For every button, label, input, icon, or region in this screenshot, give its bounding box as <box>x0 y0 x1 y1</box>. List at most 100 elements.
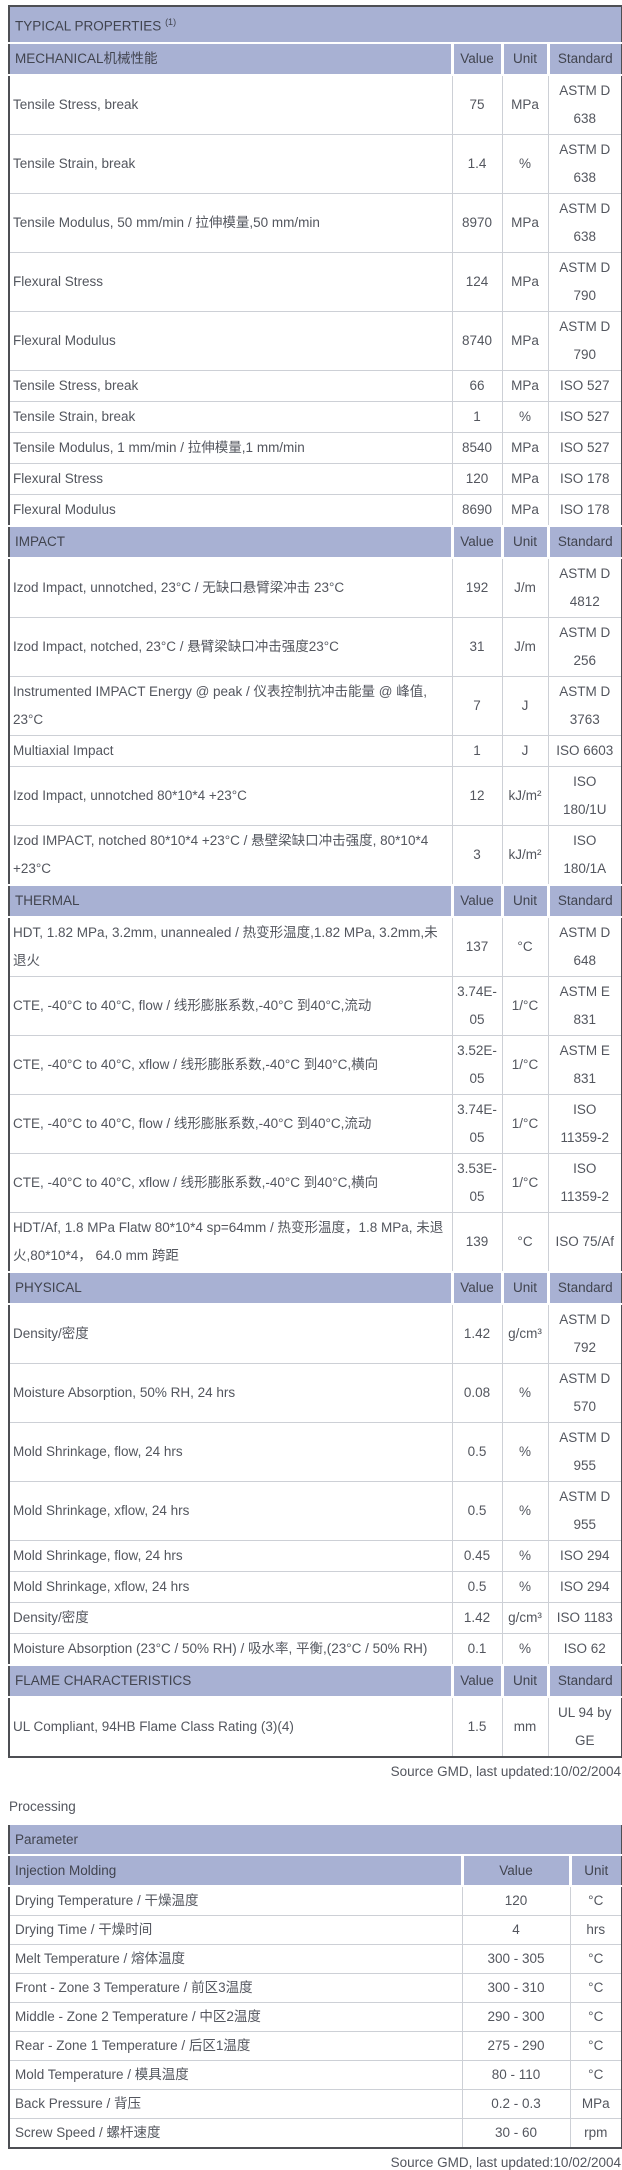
property-name: Tensile Modulus, 1 mm/min / 拉伸模量,1 mm/mi… <box>8 431 453 464</box>
property-value: 7 <box>451 675 503 736</box>
table-row: HDT, 1.82 MPa, 3.2mm, unannealed / 热变形温度… <box>8 916 622 977</box>
parameter-name: Rear - Zone 1 Temperature / 后区1温度 <box>8 2030 463 2061</box>
property-unit: MPa <box>501 462 549 495</box>
property-standard: ASTM D 648 <box>547 916 622 977</box>
property-standard: ASTM D 790 <box>547 310 622 371</box>
source-note-bottom: Source GMD, last updated:10/02/2004 <box>390 2154 621 2170</box>
property-unit: MPa <box>501 431 549 464</box>
property-name: CTE, -40°C to 40°C, flow / 线形膨胀系数,-40°C … <box>8 1093 453 1154</box>
property-unit: mm <box>501 1696 549 1757</box>
section-title-flame-characteristics: FLAME CHARACTERISTICS <box>9 1663 452 1698</box>
property-standard: ISO 527 <box>547 369 622 402</box>
typical-properties-table: TYPICAL PROPERTIES (1) MECHANICAL机械性能 Val… <box>8 5 622 1758</box>
parameter-name: Back Pressure / 背压 <box>8 2088 463 2119</box>
property-unit: J <box>501 675 549 736</box>
table-row: Middle - Zone 2 Temperature / 中区2温度 290 -… <box>8 2001 622 2032</box>
property-value: 3.53E-05 <box>451 1152 503 1213</box>
property-standard: ASTM D 256 <box>547 616 622 677</box>
property-name: UL Compliant, 94HB Flame Class Rating (3… <box>8 1696 453 1757</box>
parameter-header: Parameter <box>9 1822 622 1856</box>
parameter-value: 290 - 300 <box>461 2001 571 2032</box>
table-row: Density/密度 1.42 g/cm³ ASTM D 792 <box>8 1303 622 1364</box>
table-row: Izod Impact, unnotched 80*10*4 +23°C 12 kJ… <box>8 765 622 826</box>
property-standard: ISO 178 <box>547 462 622 495</box>
parameter-unit: °C <box>569 1972 622 2003</box>
parameter-value: 300 - 310 <box>461 1972 571 2003</box>
property-standard: ASTM D 3763 <box>547 675 622 736</box>
property-unit: % <box>501 400 549 433</box>
property-unit: MPa <box>501 192 549 253</box>
property-standard: ASTM E 831 <box>547 975 622 1036</box>
column-header-value: Value <box>460 1853 570 1887</box>
property-value: 139 <box>451 1211 503 1272</box>
property-value: 0.5 <box>451 1570 503 1603</box>
column-header-unit: Unit <box>500 1663 548 1698</box>
parameter-name: Middle - Zone 2 Temperature / 中区2温度 <box>8 2001 463 2032</box>
table-row: Instrumented IMPACT Energy @ peak / 仪表控制… <box>8 675 622 736</box>
parameter-name: Drying Time / 干燥时间 <box>8 1914 463 1945</box>
table-row: Melt Temperature / 熔体温度 300 - 305 °C <box>8 1943 622 1974</box>
property-standard: ISO 294 <box>547 1539 622 1572</box>
table-row: Density/密度 1.42 g/cm³ ISO 1183 <box>8 1601 622 1634</box>
column-header-unit: Unit <box>568 1853 622 1887</box>
property-unit: 1/°C <box>501 975 549 1036</box>
table-row: CTE, -40°C to 40°C, xflow / 线形膨胀系数,-40°C… <box>8 1034 622 1095</box>
section-header-row-flame-characteristics: FLAME CHARACTERISTICS Value Unit Standard <box>9 1663 622 1698</box>
table-row: Izod IMPACT, notched 80*10*4 +23°C / 悬壁梁… <box>8 824 622 885</box>
section-header-row-impact: IMPACT Value Unit Standard <box>9 524 622 559</box>
property-unit: °C <box>501 1211 549 1272</box>
column-header-unit: Unit <box>500 524 548 559</box>
column-header-value: Value <box>450 41 502 76</box>
property-standard: ISO 11359-2 <box>547 1152 622 1213</box>
parameter-name: Screw Speed / 螺杆速度 <box>8 2117 463 2148</box>
property-unit: J <box>501 734 549 767</box>
property-standard: ASTM D 792 <box>547 1303 622 1364</box>
property-value: 0.5 <box>451 1480 503 1541</box>
parameter-unit: °C <box>569 2001 622 2032</box>
property-unit: kJ/m² <box>501 765 549 826</box>
section-title-physical: PHYSICAL <box>9 1270 452 1305</box>
column-header-value: Value <box>450 883 502 918</box>
column-header-value: Value <box>450 1270 502 1305</box>
table-row: Multiaxial Impact 1 J ISO 6603 <box>8 734 622 767</box>
property-standard: ISO 527 <box>547 400 622 433</box>
table-row: Izod Impact, unnotched, 23°C / 无缺口悬臂梁冲击 … <box>8 557 622 618</box>
property-unit: % <box>501 1421 549 1482</box>
table-row: Tensile Strain, break 1.4% ASTM D 638 <box>8 133 622 194</box>
column-header-unit: Unit <box>500 883 548 918</box>
table-title-text: TYPICAL PROPERTIES <box>15 18 162 34</box>
column-header-standard: Standard <box>546 524 622 559</box>
property-standard: ISO 294 <box>547 1570 622 1603</box>
table-row: Mold Shrinkage, xflow, 24 hrs 0.5% ASTM D … <box>8 1480 622 1541</box>
table-row: Tensile Modulus, 50 mm/min / 拉伸模量,50 mm/… <box>8 192 622 253</box>
property-value: 3.74E-05 <box>451 1093 503 1154</box>
property-standard: ISO 62 <box>547 1632 622 1665</box>
parameter-value: 30 - 60 <box>461 2117 571 2148</box>
property-value: 8540 <box>451 431 503 464</box>
property-standard: ISO 1183 <box>547 1601 622 1634</box>
property-unit: % <box>501 1632 549 1665</box>
parameter-value: 275 - 290 <box>461 2030 571 2061</box>
property-value: 31 <box>451 616 503 677</box>
table-row: Izod Impact, notched, 23°C / 悬臂梁缺口冲击强度23… <box>8 616 622 677</box>
property-value: 8970 <box>451 192 503 253</box>
parameter-unit: rpm <box>569 2117 622 2148</box>
column-header-unit: Unit <box>500 41 548 76</box>
column-header-value: Value <box>450 1663 502 1698</box>
property-name: Tensile Strain, break <box>8 133 453 194</box>
table-row: Flexural Modulus 8740 MPa ASTM D 790 <box>8 310 622 371</box>
property-name: Tensile Strain, break <box>8 400 453 433</box>
property-unit: % <box>501 1362 549 1423</box>
section-title-mechanical: MECHANICAL机械性能 <box>9 41 452 76</box>
property-name: Izod IMPACT, notched 80*10*4 +23°C / 悬壁梁… <box>8 824 453 885</box>
parameter-value: 4 <box>461 1914 571 1945</box>
property-name: Density/密度 <box>8 1303 453 1364</box>
property-name: Mold Shrinkage, xflow, 24 hrs <box>8 1480 453 1541</box>
property-value: 137 <box>451 916 503 977</box>
parameter-name: Drying Temperature / 干燥温度 <box>8 1885 463 1916</box>
column-header-standard: Standard <box>546 883 622 918</box>
table-row: Mold Shrinkage, flow, 24 hrs 0.5% ASTM D 9… <box>8 1421 622 1482</box>
property-value: 1.42 <box>451 1303 503 1364</box>
property-unit: MPa <box>501 369 549 402</box>
property-standard: ISO 6603 <box>547 734 622 767</box>
